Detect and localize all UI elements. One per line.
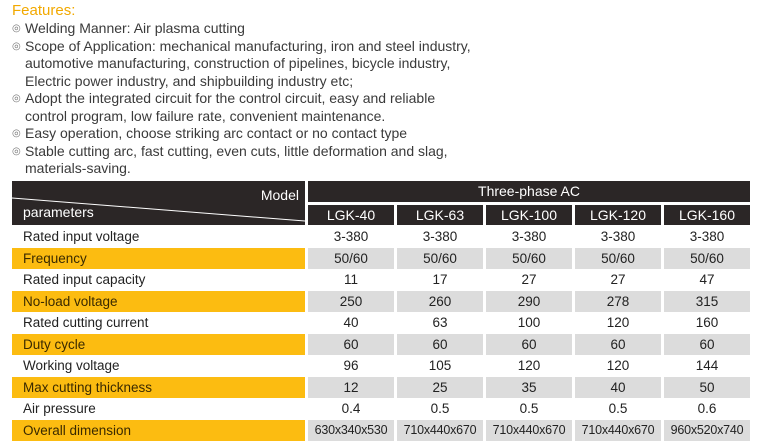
table-cell: 120 [517, 358, 541, 373]
column-header-lgk-120: LGK-120 [575, 205, 661, 225]
model-label: Model [260, 187, 299, 203]
column-header-lgk-40: LGK-40 [308, 205, 394, 225]
double-circle-bullet-icon: ◎ [12, 40, 21, 52]
table-cell: 630x340x530 [308, 419, 394, 441]
table-cell: 12 [308, 376, 394, 398]
table-cell: 710x440x670 [397, 419, 483, 441]
table-cell: 160 [695, 315, 719, 330]
row-label: Rated input capacity [23, 272, 146, 287]
row-label: Duty cycle [12, 333, 305, 355]
table-cell: 3-380 [689, 229, 725, 244]
table-cell: 0.5 [608, 401, 628, 416]
table-row: Working voltage 96 105 120 120 144 [12, 355, 750, 377]
table-row: Duty cycle 60 60 60 60 60 [12, 333, 750, 355]
table-cell: 27 [610, 272, 626, 287]
table-cell: 960x520x740 [664, 419, 750, 441]
table-cell: 60 [308, 333, 394, 355]
table-cell: 315 [664, 290, 750, 312]
table-cell: 50/60 [664, 247, 750, 269]
table-row: No-load voltage 250 260 290 278 315 [12, 290, 750, 312]
feature-item: ◎ Stable cutting arc, fast cutting, even … [12, 143, 752, 178]
feature-text: Easy operation, choose striking arc cont… [25, 125, 408, 141]
table-row: Rated cutting current 40 63 100 120 160 [12, 312, 750, 334]
row-label: Working voltage [23, 358, 120, 373]
parameters-label: parameters [23, 204, 94, 220]
table-cell: 0.5 [519, 401, 539, 416]
table-cell: 710x440x670 [575, 419, 661, 441]
row-label: Overall dimension [12, 419, 305, 441]
row-label: Rated cutting current [23, 315, 149, 330]
table-row: Max cutting thickness 12 25 35 40 50 [12, 376, 750, 398]
feature-item: ◎ Easy operation, choose striking arc con… [12, 125, 752, 143]
table-cell: 0.6 [697, 401, 717, 416]
table-cell: 278 [575, 290, 661, 312]
feature-item: ◎ Adopt the integrated circuit for the co… [12, 90, 752, 125]
feature-item: ◎ Scope of Application: mechanical manufa… [12, 38, 752, 91]
three-phase-header: Three-phase AC [308, 181, 750, 202]
table-cell: 250 [308, 290, 394, 312]
table-cell: 60 [664, 333, 750, 355]
double-circle-bullet-icon: ◎ [12, 128, 21, 139]
table-cell: 50/60 [308, 247, 394, 269]
table-cell: 50 [664, 376, 750, 398]
feature-text: Welding Manner: Air plasma cutting [25, 20, 245, 36]
table-row: Rated input capacity 11 17 27 27 47 [12, 269, 750, 291]
table-cell: 96 [343, 358, 359, 373]
table-cell: 25 [397, 376, 483, 398]
column-header-lgk-160: LGK-160 [664, 205, 750, 225]
table-row: Overall dimension 630x340x530 710x440x670 7… [12, 419, 750, 441]
table-cell: 63 [432, 315, 448, 330]
double-circle-bullet-icon: ◎ [12, 23, 21, 34]
table-cell: 710x440x670 [486, 419, 572, 441]
table-cell: 50/60 [575, 247, 661, 269]
table-cell: 60 [486, 333, 572, 355]
table-cell: 50/60 [486, 247, 572, 269]
table-row: Rated input voltage 3-380 3-380 3-380 3-380 3… [12, 226, 750, 248]
feature-item: ◎ Welding Manner: Air plasma cutting [12, 20, 752, 38]
table-cell: 17 [432, 272, 448, 287]
row-label: Air pressure [23, 401, 96, 416]
table-cell: 47 [699, 272, 715, 287]
table-cell: 11 [343, 272, 358, 287]
table-cell: 144 [695, 358, 719, 373]
table-cell: 35 [486, 376, 572, 398]
table-cell: 3-380 [511, 229, 547, 244]
table-cell: 100 [517, 315, 541, 330]
features-list: ◎ Welding Manner: Air plasma cutting ◎ Scop… [12, 20, 752, 178]
table-cell: 40 [575, 376, 661, 398]
table-cell: 290 [486, 290, 572, 312]
table-cell: 27 [521, 272, 537, 287]
column-header-lgk-100: LGK-100 [486, 205, 572, 225]
table-cell: 105 [428, 358, 452, 373]
double-circle-bullet-icon: ◎ [12, 145, 21, 157]
diagonal-divider-icon [12, 197, 305, 222]
table-cell: 260 [397, 290, 483, 312]
feature-text: Scope of Application: mechanical manufac… [25, 37, 471, 89]
table-cell: 3-380 [600, 229, 636, 244]
row-label: No-load voltage [12, 290, 305, 312]
table-row: Air pressure 0.4 0.5 0.5 0.5 0.6 [12, 398, 750, 420]
table-cell: 120 [606, 315, 630, 330]
double-circle-bullet-icon: ◎ [12, 93, 21, 104]
table-cell: 120 [606, 358, 630, 373]
features-title: Features: [12, 2, 76, 19]
spec-table: Model parameters Three-phase AC LGK-40 LG… [12, 181, 750, 441]
column-header-lgk-63: LGK-63 [397, 205, 483, 225]
row-label: Max cutting thickness [12, 376, 305, 398]
row-label: Rated input voltage [23, 229, 140, 244]
table-cell: 0.4 [341, 401, 361, 416]
table-cell: 50/60 [397, 247, 483, 269]
feature-text: Stable cutting arc, fast cutting, even c… [25, 142, 448, 177]
table-corner-header: Model parameters [12, 181, 305, 225]
table-cell: 60 [575, 333, 661, 355]
feature-text: Adopt the integrated circuit for the con… [25, 90, 436, 124]
table-row: Frequency 50/60 50/60 50/60 50/60 50/60 [12, 247, 750, 269]
table-cell: 60 [397, 333, 483, 355]
table-cell: 0.5 [430, 401, 450, 416]
table-cell: 3-380 [422, 229, 458, 244]
table-cell: 3-380 [333, 229, 369, 244]
features-section: Features: ◎ Welding Manner: Air plasma cu… [12, 2, 752, 178]
table-cell: 40 [343, 315, 359, 330]
row-label: Frequency [12, 247, 305, 269]
